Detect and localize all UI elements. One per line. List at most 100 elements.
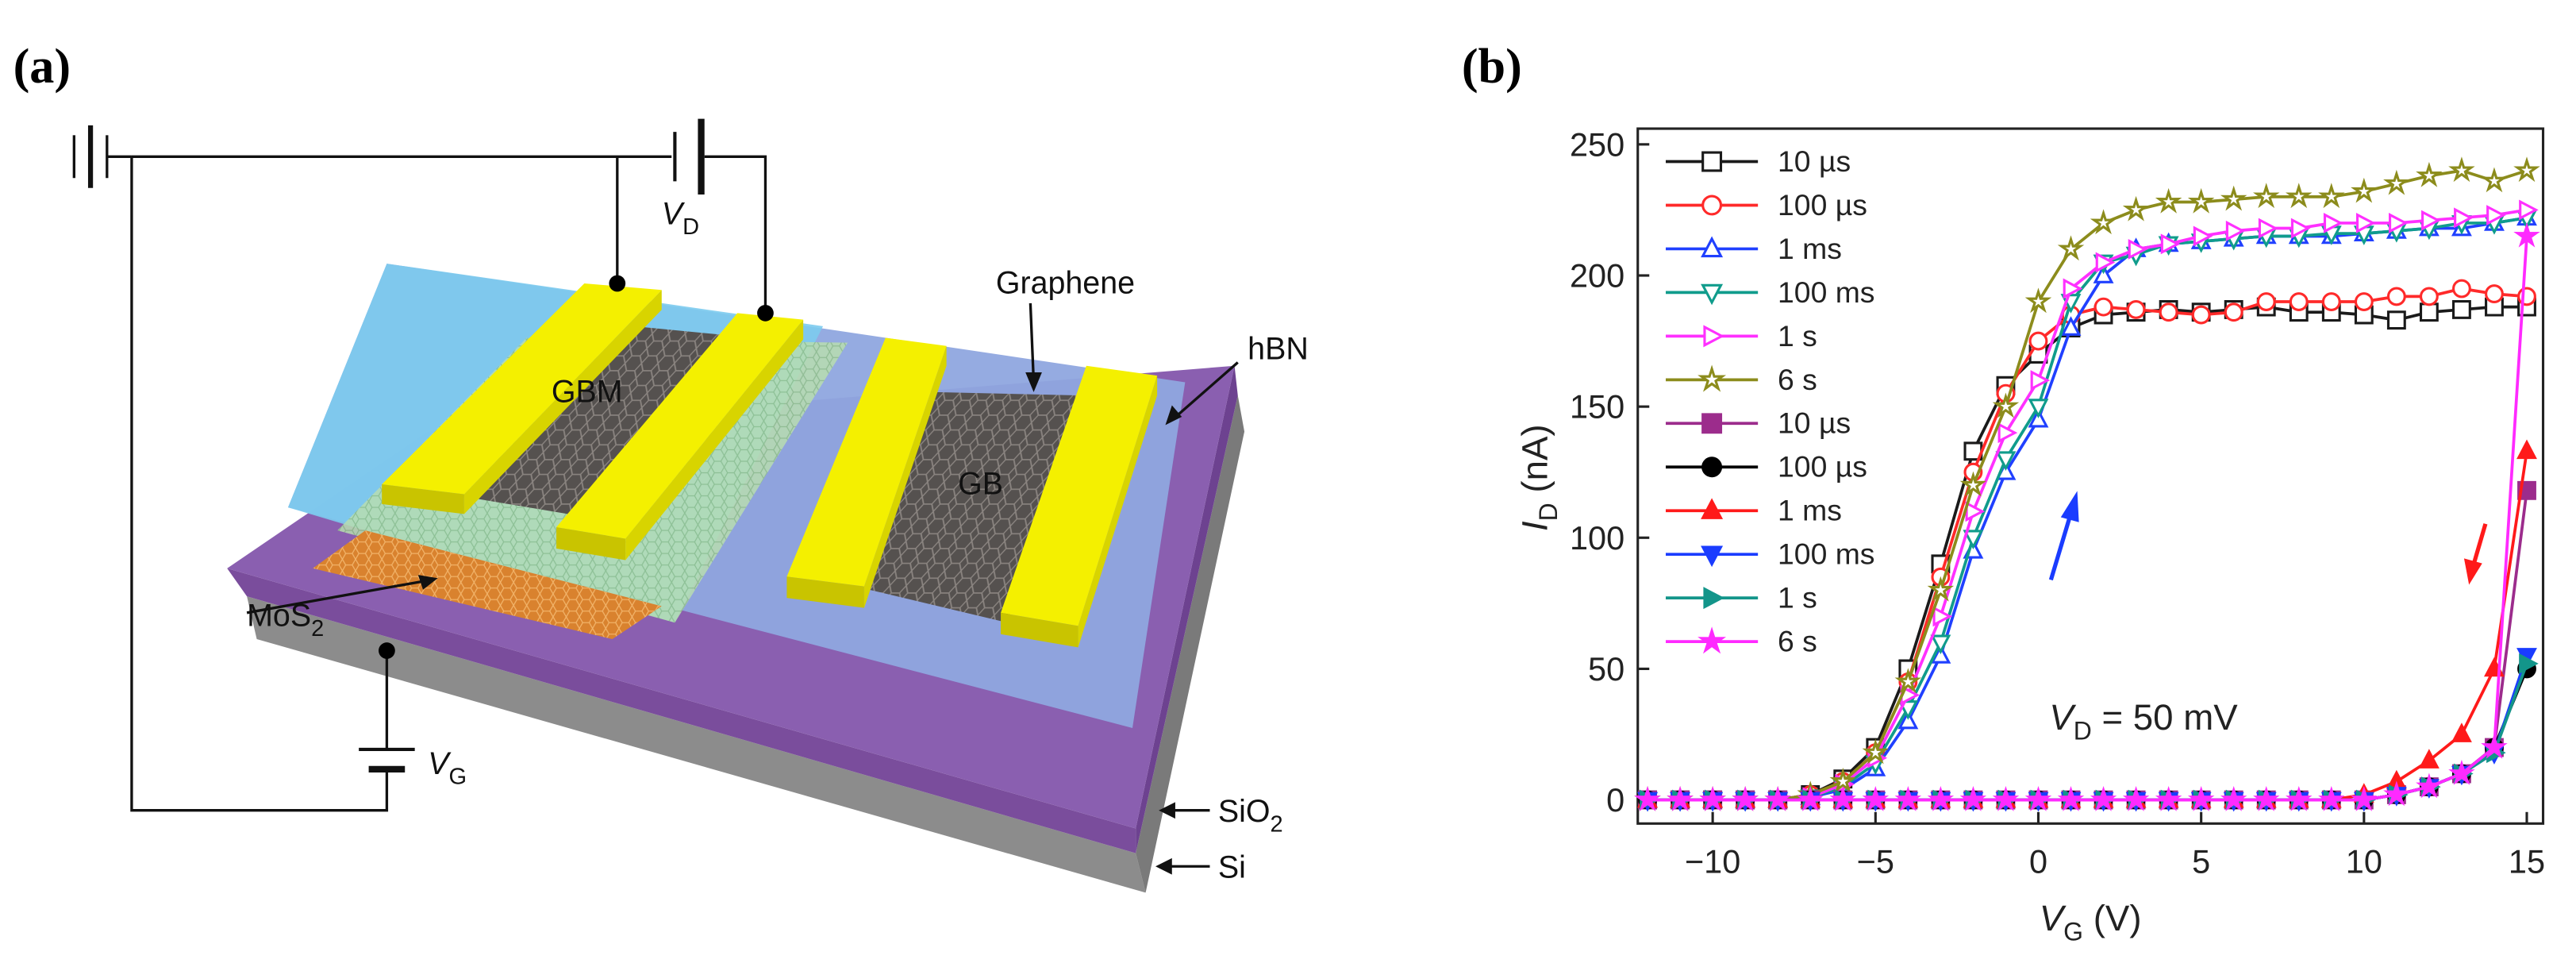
legend-label: 100 µs bbox=[1778, 450, 1867, 484]
legend-marker bbox=[1701, 457, 1723, 478]
data-point bbox=[2028, 399, 2049, 418]
label-text: I bbox=[1515, 521, 1555, 531]
data-point bbox=[2155, 187, 2182, 214]
legend-label: 6 s bbox=[1778, 363, 1817, 396]
y-axis-label: ID (nA) bbox=[1515, 424, 1563, 531]
label-sub: D bbox=[1534, 503, 1563, 521]
data-point bbox=[2057, 235, 2085, 261]
data-point bbox=[2519, 199, 2539, 221]
gbm-channel bbox=[469, 326, 754, 514]
data-point bbox=[1932, 606, 1953, 627]
legend-label: 1 s bbox=[1778, 581, 1817, 614]
data-point bbox=[2513, 156, 2540, 183]
label-sub: 2 bbox=[1271, 812, 1283, 838]
legend-marker bbox=[1703, 325, 1724, 348]
label-text: V bbox=[662, 196, 686, 231]
data-point bbox=[2481, 733, 2508, 759]
series bbox=[1637, 439, 2537, 808]
sio2-front bbox=[227, 568, 1136, 853]
data-point bbox=[2481, 167, 2508, 193]
data-point bbox=[2159, 302, 2178, 322]
y-tick-label: 250 bbox=[1570, 125, 1624, 163]
label-vg: VG bbox=[428, 746, 467, 789]
label-sub: G bbox=[449, 765, 467, 790]
data-point bbox=[2383, 169, 2410, 195]
data-point bbox=[1992, 392, 2020, 418]
plot-frame bbox=[1636, 127, 2545, 825]
legend-label: 100 µs bbox=[1778, 188, 1867, 222]
data-point bbox=[2318, 785, 2345, 811]
data-point bbox=[2419, 302, 2439, 322]
data-point bbox=[1699, 785, 1726, 811]
series-line bbox=[1647, 168, 2528, 802]
x-tick-label: 10 bbox=[2346, 843, 2382, 880]
mos2-flake bbox=[313, 530, 662, 640]
contact-dots bbox=[379, 275, 774, 659]
data-point bbox=[2155, 785, 2182, 811]
circuit bbox=[72, 118, 1239, 868]
data-point bbox=[2187, 187, 2215, 214]
x-axis-label: VG (V) bbox=[2040, 898, 2142, 946]
data-point bbox=[2448, 759, 2475, 785]
data-point bbox=[2093, 297, 2113, 317]
data-point bbox=[2220, 185, 2247, 211]
data-point bbox=[2513, 222, 2540, 248]
legend-marker bbox=[1697, 364, 1727, 392]
data-point bbox=[2321, 292, 2341, 311]
y-tick-label: 0 bbox=[1606, 781, 1624, 819]
data-point bbox=[1829, 785, 1857, 811]
legend-marker bbox=[1701, 236, 1724, 258]
sio2-side bbox=[1136, 365, 1238, 853]
data-point bbox=[1959, 785, 1987, 811]
legend-marker bbox=[1701, 195, 1723, 216]
data-point bbox=[2126, 300, 2146, 319]
arrowheads bbox=[417, 372, 1182, 875]
data-point bbox=[2351, 177, 2378, 203]
data-point bbox=[1862, 738, 1890, 765]
panel-label: (a) bbox=[13, 40, 71, 94]
data-point bbox=[2057, 785, 2085, 811]
data-point bbox=[2256, 292, 2276, 311]
device-diagram: VD VG GBM GB Graphene hBN MoS2 SiO2 Si bbox=[72, 118, 1309, 893]
legend-label: 100 ms bbox=[1778, 275, 1874, 309]
x-tick-label: 15 bbox=[2509, 843, 2545, 880]
data-point bbox=[2224, 302, 2243, 322]
data-point bbox=[1965, 501, 1986, 522]
data-point bbox=[2024, 785, 2052, 811]
data-point bbox=[2024, 287, 2052, 314]
data-point bbox=[1797, 785, 1824, 811]
data-point bbox=[2355, 212, 2376, 233]
y-tick-label: 50 bbox=[1588, 650, 1624, 688]
data-point bbox=[1963, 441, 1983, 461]
legend-label: 6 s bbox=[1778, 625, 1817, 658]
x-tick-label: −10 bbox=[1685, 843, 1740, 880]
data-point bbox=[2386, 310, 2406, 330]
data-point bbox=[2122, 195, 2150, 222]
data-point bbox=[1862, 785, 1890, 811]
label-vd: VD bbox=[662, 196, 699, 239]
panel-label: (b) bbox=[1462, 40, 1522, 94]
label-text: V bbox=[2049, 697, 2076, 738]
data-point bbox=[2095, 252, 2116, 273]
sweep-arrows bbox=[2048, 491, 2488, 585]
data-point bbox=[2090, 209, 2117, 235]
data-point bbox=[2220, 785, 2247, 811]
data-point bbox=[2122, 785, 2150, 811]
legend-marker bbox=[1703, 587, 1724, 610]
label-mos2: MoS2 bbox=[247, 598, 324, 641]
data-point bbox=[2318, 183, 2345, 209]
data-point bbox=[2389, 212, 2409, 233]
series bbox=[1634, 222, 2540, 811]
y-tick-label: 100 bbox=[1570, 519, 1624, 557]
x-tick-label: −5 bbox=[1857, 843, 1894, 880]
legend-label: 10 µs bbox=[1778, 406, 1851, 440]
data-point bbox=[1927, 785, 1955, 811]
label-gb: GB bbox=[958, 466, 1003, 501]
data-point bbox=[1930, 644, 1951, 664]
data-point bbox=[2290, 218, 2311, 239]
data-point bbox=[1634, 785, 1661, 811]
data-point bbox=[2452, 279, 2471, 299]
legend-marker bbox=[1701, 413, 1723, 434]
legend-marker bbox=[1697, 626, 1727, 654]
